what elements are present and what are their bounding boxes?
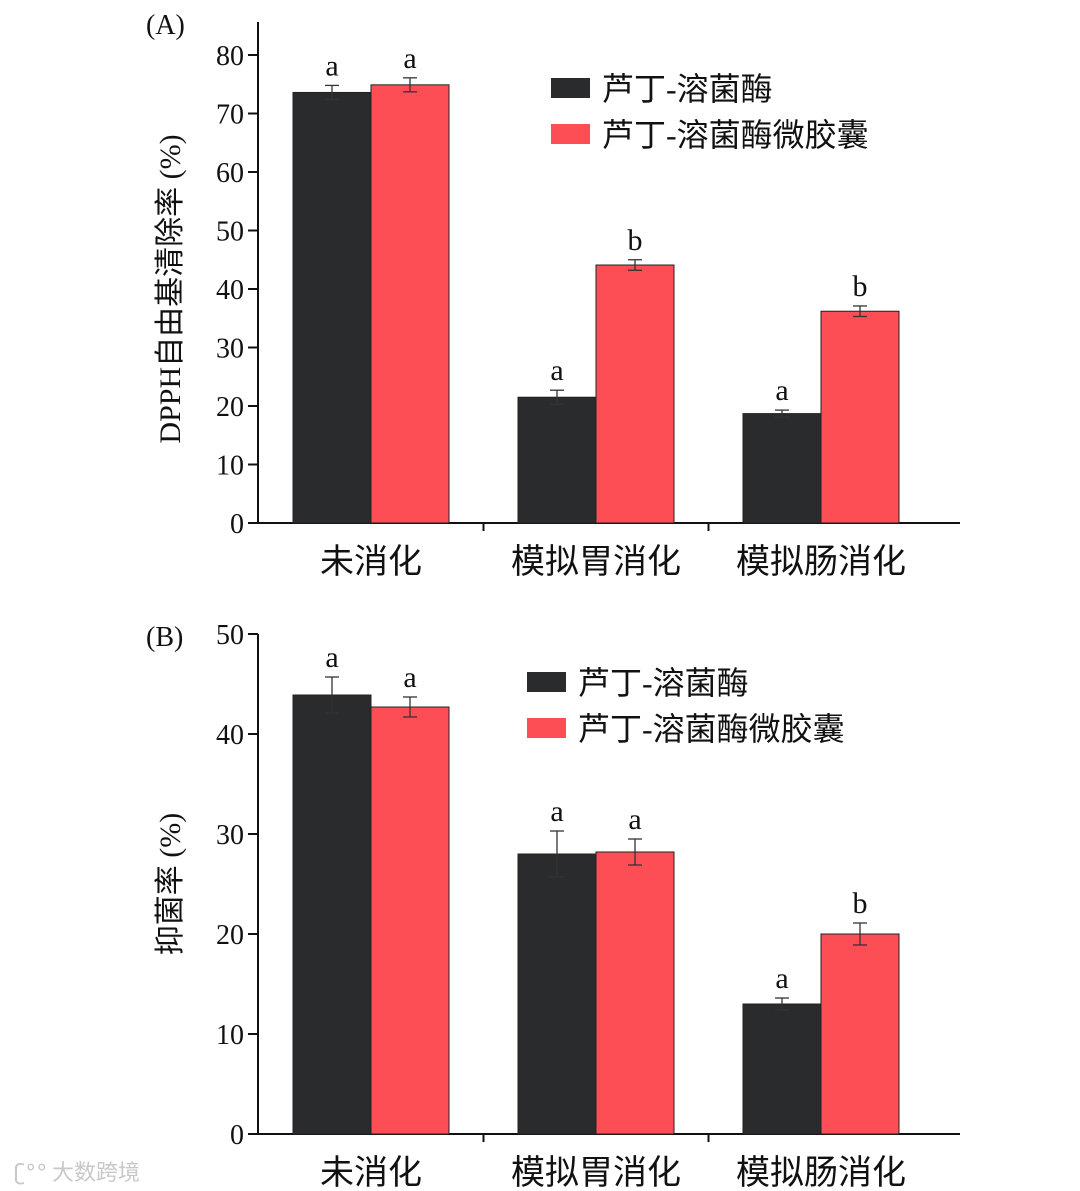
bar <box>370 706 450 1135</box>
significance-label: a <box>325 49 338 82</box>
y-tick-label: 50 <box>216 217 244 248</box>
bar <box>820 310 900 524</box>
y-tick-label: 70 <box>216 100 244 131</box>
legend-swatch <box>551 78 590 98</box>
legend-label: 芦丁-溶菌酶微胶囊 <box>578 711 845 747</box>
bar <box>370 84 450 524</box>
bar <box>742 1003 822 1135</box>
panel-a: (A) 0 10 20 30 40 50 60 70 80 DPPH自由基清除率 (%) 未消化 a a 模… <box>146 10 960 581</box>
y-tick-label: 80 <box>216 41 244 72</box>
legend-swatch <box>551 124 590 144</box>
significance-label: a <box>775 374 788 407</box>
y-axis-label: 抑菌率 (%) <box>154 813 187 955</box>
legend-swatch <box>527 672 566 692</box>
y-tick-label: 0 <box>230 509 244 540</box>
panel-b: (B) 0 10 20 30 40 50 抑菌率 (%) 未消化 a a 模拟胃消化 a a 模拟肠消化 a b… <box>146 620 960 1191</box>
significance-label: a <box>775 962 788 995</box>
bar <box>742 413 822 524</box>
y-tick-label: 10 <box>216 1020 244 1051</box>
y-tick-label: 40 <box>216 275 244 306</box>
bar <box>595 264 675 524</box>
watermark: ʗ°° 大数跨境 <box>14 1161 140 1186</box>
x-tick-label: 模拟肠消化 <box>736 1154 906 1191</box>
bar <box>595 851 675 1135</box>
legend-label: 芦丁-溶菌酶 <box>578 665 749 701</box>
significance-label: a <box>403 661 416 694</box>
significance-label: b <box>853 270 868 303</box>
y-tick-label: 20 <box>216 920 244 951</box>
watermark-text: 大数跨境 <box>52 1161 140 1186</box>
significance-label: b <box>628 224 643 257</box>
significance-label: a <box>628 803 641 836</box>
y-tick-label: 30 <box>216 820 244 851</box>
y-tick-label: 20 <box>216 392 244 423</box>
bar <box>820 933 900 1135</box>
x-tick-label: 模拟胃消化 <box>511 543 681 581</box>
y-tick-label: 40 <box>216 720 244 751</box>
y-tick-label: 10 <box>216 451 244 482</box>
watermark-logo-icon: ʗ°° <box>14 1161 47 1186</box>
significance-label: a <box>550 795 563 828</box>
bar <box>292 91 372 524</box>
bar <box>292 694 372 1135</box>
significance-label: a <box>550 354 563 387</box>
x-tick-label: 模拟肠消化 <box>736 543 906 581</box>
bar <box>517 396 597 524</box>
y-tick-label: 60 <box>216 158 244 189</box>
x-tick-label: 模拟胃消化 <box>511 1154 681 1191</box>
y-tick-label: 0 <box>230 1120 244 1151</box>
legend-label: 芦丁-溶菌酶 <box>602 71 773 107</box>
x-tick-label: 未消化 <box>320 1154 422 1191</box>
panel-label: (A) <box>146 10 185 41</box>
significance-label: b <box>853 887 868 920</box>
y-axis-label: DPPH自由基清除率 (%) <box>154 134 187 443</box>
panel-label: (B) <box>146 622 183 653</box>
bar <box>517 853 597 1135</box>
y-tick-label: 50 <box>216 620 244 651</box>
legend-label: 芦丁-溶菌酶微胶囊 <box>602 117 869 153</box>
x-tick-label: 未消化 <box>320 543 422 581</box>
significance-label: a <box>325 641 338 674</box>
significance-label: a <box>403 42 416 75</box>
y-tick-label: 30 <box>216 334 244 365</box>
legend-swatch <box>527 718 566 738</box>
